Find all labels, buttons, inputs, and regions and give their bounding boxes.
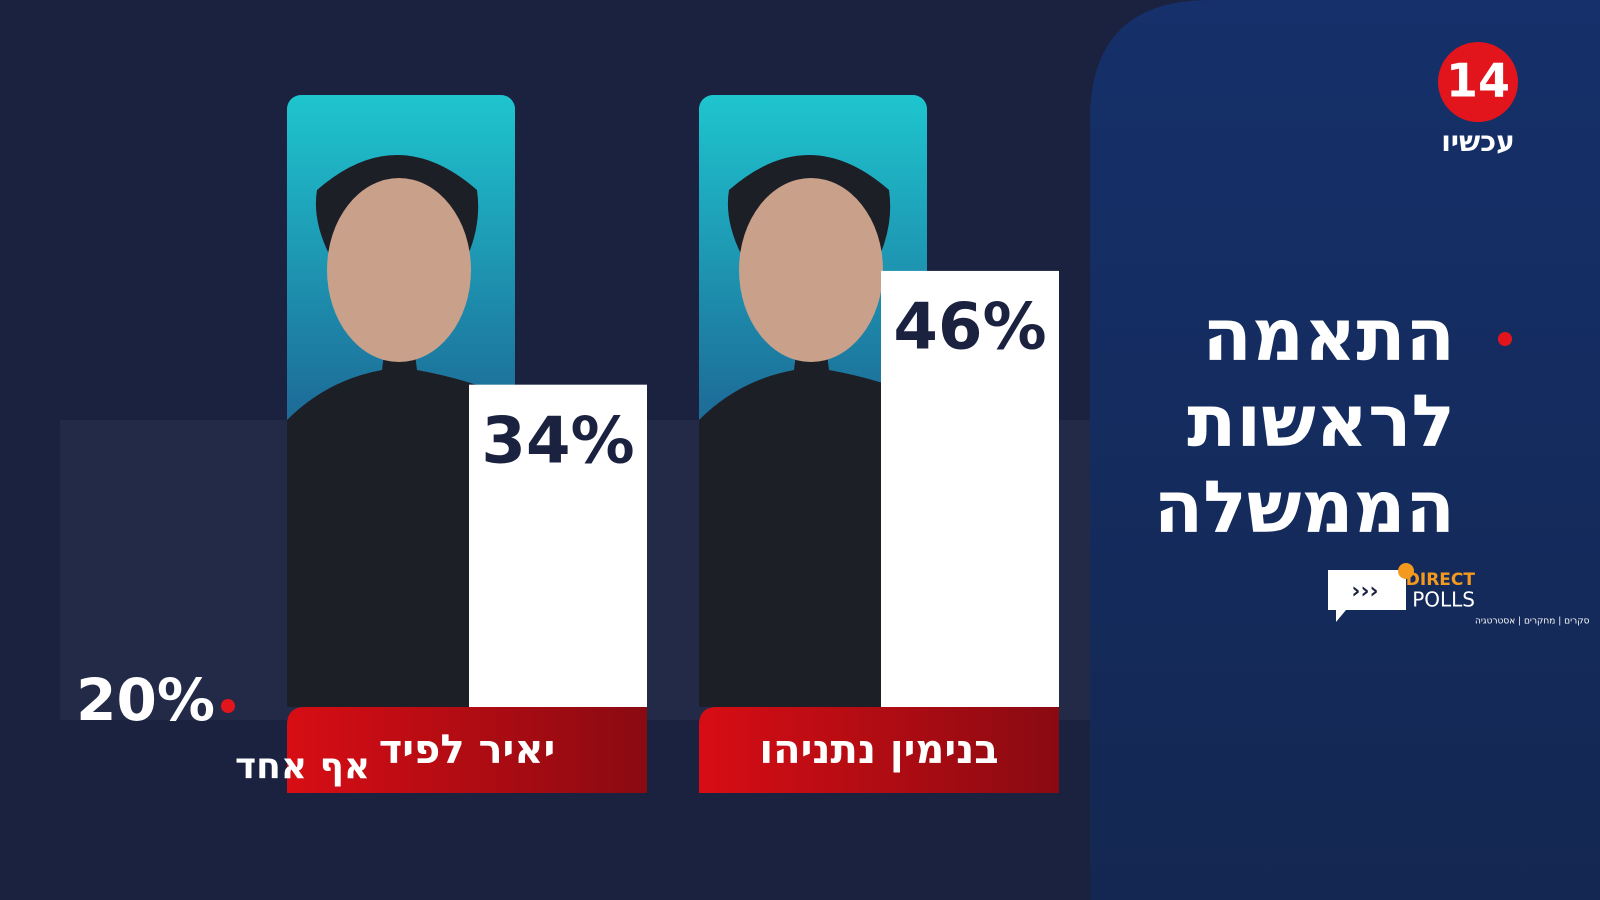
bar (469, 384, 647, 707)
pollster-bottom: POLLS (1412, 588, 1475, 612)
value-label: 20% (76, 666, 215, 734)
pollster-arrows: ››› (1351, 579, 1378, 604)
person-silhouette (287, 155, 515, 707)
bar (881, 270, 1059, 707)
face (327, 178, 471, 362)
side-panel (1090, 0, 1600, 900)
name-banner (699, 707, 1059, 793)
channel-name: עכשיו (1441, 125, 1515, 158)
chart-title: התאמה לראשות הממשלה (1153, 293, 1455, 549)
category-label: יאיר לפיד (379, 727, 555, 773)
person-silhouette (699, 155, 927, 707)
pollster-tagline: סקרים | מחקרים | אסטרטגיה (1475, 617, 1590, 627)
value-label: 34% (481, 404, 634, 478)
pollster-dot (1398, 563, 1414, 579)
pollster-top: DIRECT (1406, 570, 1476, 590)
category-label: אף אחד (235, 746, 370, 787)
channel-number: 14 (1446, 54, 1510, 108)
pollster-bubble (1328, 570, 1406, 622)
channel-badge (1438, 42, 1518, 122)
title-dot (1498, 332, 1512, 346)
label-dot (221, 699, 235, 713)
name-banner (287, 707, 647, 793)
value-label: 46% (893, 290, 1046, 364)
category-label: בנימין נתניהו (759, 727, 998, 773)
face (739, 178, 883, 362)
